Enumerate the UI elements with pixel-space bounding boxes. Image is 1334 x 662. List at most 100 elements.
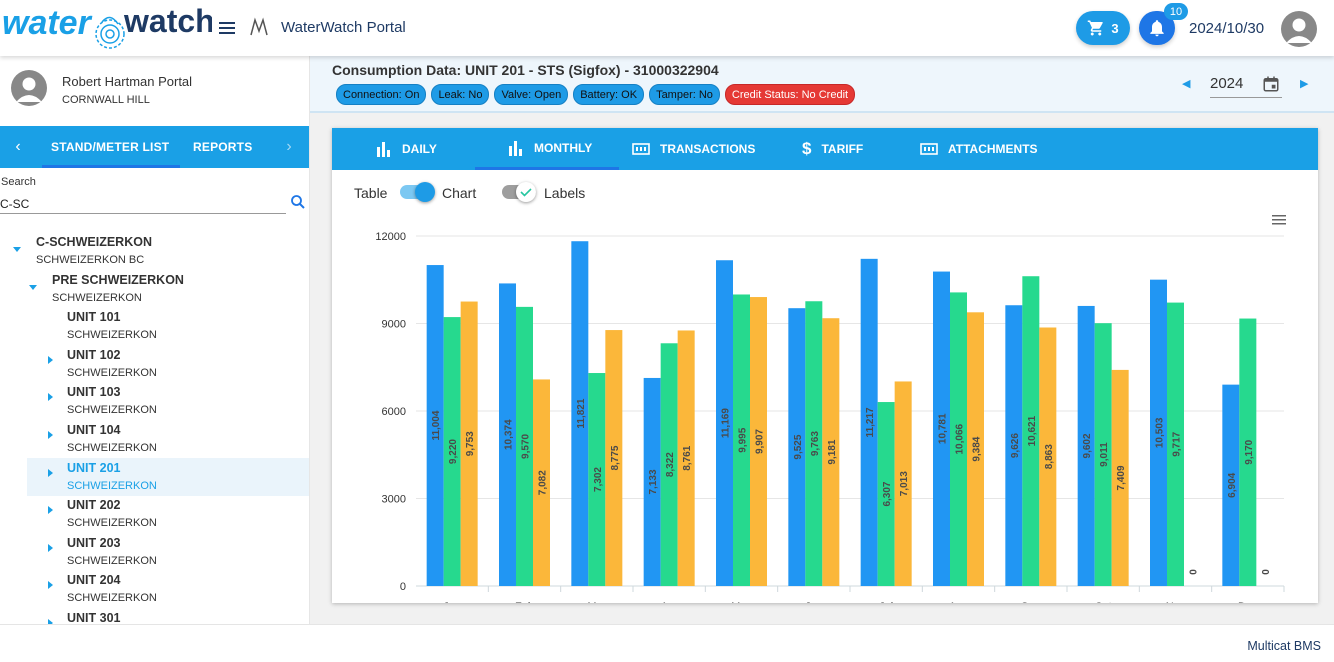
tree-node-title: UNIT 203 [67, 535, 121, 550]
data-label: 9,995 [738, 427, 749, 452]
tab-transactions[interactable]: TRANSACTIONS [632, 128, 755, 170]
bar-chart-icon [377, 142, 390, 157]
tab-daily[interactable]: DAILY [376, 128, 437, 170]
caret-right-icon[interactable] [45, 580, 55, 590]
tab-attachments[interactable]: ATTACHMENTS [920, 128, 1038, 170]
switch-knob [516, 182, 536, 202]
bar-2023-Oct [1094, 323, 1112, 586]
chart-label: Chart [442, 185, 477, 201]
caret-right-icon[interactable] [45, 505, 55, 515]
bar-2022-Oct [1077, 305, 1095, 586]
consumption-bar-chart: 0 3000 6000 9000 12000 11,004 9,220 9,753 Jan 10,… [375, 231, 1285, 603]
caret-right-icon[interactable] [45, 543, 55, 553]
calendar-icon[interactable] [1262, 75, 1280, 93]
bar-2024-Jun [822, 318, 840, 586]
tree-node[interactable]: UNIT 104 SCHWEIZERKON [27, 420, 309, 458]
caret-right-icon[interactable] [45, 392, 55, 402]
data-label: 10,066 [955, 423, 966, 454]
year-picker[interactable]: 2024 [1210, 72, 1282, 98]
data-label: 11,821 [576, 398, 587, 428]
tree-node-title: UNIT 103 [67, 385, 121, 400]
tabs-next-arrow-icon[interactable]: › [286, 138, 292, 155]
bar-2022-Apr [643, 377, 661, 586]
bar-2024-Sep [1039, 327, 1057, 586]
tree-node[interactable]: PRE SCHWEIZERKON SCHWEIZERKON [0, 270, 309, 308]
caret-right-icon[interactable] [45, 468, 55, 478]
caret-right-icon[interactable] [45, 430, 55, 440]
bar-2022-Feb [499, 283, 516, 586]
table-chart-switch[interactable] [400, 182, 435, 202]
bar-2023-Dec [1239, 318, 1257, 586]
data-label: 10,503 [1155, 417, 1166, 448]
tree-node[interactable]: UNIT 103 SCHWEIZERKON [27, 382, 309, 420]
active-tab-indicator [42, 165, 180, 168]
chart-card: DAILY MONTHLY TRANSACTIONS $ TARIFF ATTA… [332, 128, 1318, 603]
tab-reports[interactable]: REPORTS [193, 140, 253, 154]
waterwatch-logo[interactable]: water watch [2, 2, 212, 54]
caret-right-icon[interactable] [45, 618, 55, 624]
bar-2024-Apr [677, 330, 695, 586]
bell-icon [1150, 20, 1164, 37]
caret-down-icon[interactable] [28, 282, 38, 292]
tree-node[interactable]: UNIT 202 SCHWEIZERKON [27, 495, 309, 533]
data-label: 7,302 [593, 467, 604, 492]
tree-node-title: UNIT 102 [67, 347, 121, 362]
bar-2022-Aug [933, 271, 950, 586]
tree-node-subtitle: SCHWEIZERKON [67, 479, 157, 492]
tree-node[interactable]: C-SCHWEIZERKON SCHWEIZERKON BC [0, 232, 309, 270]
data-label: 7,013 [899, 471, 910, 496]
bar-2024-Oct [1111, 369, 1129, 586]
tree-node-title: C-SCHWEIZERKON [36, 235, 152, 249]
tabs-prev-arrow-icon[interactable]: ‹ [15, 138, 21, 155]
tree-node[interactable]: UNIT 301 [27, 608, 309, 624]
year-prev-icon[interactable]: ◀ [1182, 78, 1191, 90]
account-avatar[interactable] [1281, 11, 1317, 47]
tree-node[interactable]: UNIT 201 SCHWEIZERKON [27, 457, 309, 496]
x-tick-label: Mar [587, 601, 606, 603]
tree-node[interactable]: UNIT 101 SCHWEIZERKON [27, 307, 309, 345]
data-label: 11,169 [721, 408, 732, 438]
caret-down-icon[interactable] [12, 244, 22, 254]
tree-node-subtitle: SCHWEIZERKON [67, 366, 157, 379]
data-label: 11,217 [865, 407, 876, 437]
data-label: 8,322 [665, 452, 676, 477]
chart-menu-icon[interactable] [1272, 214, 1286, 226]
tree-node[interactable]: UNIT 102 SCHWEIZERKON [27, 345, 309, 383]
tree-node-subtitle: SCHWEIZERKON [67, 554, 157, 567]
y-tick-label: 0 [400, 581, 406, 593]
attachment-icon [920, 143, 938, 155]
hamburger-menu-icon[interactable] [217, 18, 237, 38]
data-label: 8,761 [682, 445, 693, 470]
data-label: 9,602 [1082, 433, 1093, 458]
x-tick-label: Apr [661, 601, 678, 603]
x-tick-label: Jul [879, 601, 893, 603]
data-label: 9,384 [972, 436, 983, 461]
view-toggles: Table Chart Labels [354, 182, 754, 206]
caret-right-icon[interactable] [45, 355, 55, 365]
tree-node-subtitle: SCHWEIZERKON [67, 404, 157, 417]
search-icon[interactable] [289, 193, 307, 211]
user-avatar [11, 70, 47, 106]
tab-tariff[interactable]: $ TARIFF [802, 128, 863, 170]
tree-node[interactable]: UNIT 204 SCHWEIZERKON [27, 570, 309, 608]
data-label: 9,011 [1099, 442, 1110, 467]
chart-tabs-bar: DAILY MONTHLY TRANSACTIONS $ TARIFF ATTA… [332, 128, 1318, 170]
search-input[interactable] [0, 194, 286, 214]
y-tick-label: 9000 [382, 319, 406, 331]
tree-node[interactable]: UNIT 203 SCHWEIZERKON [27, 533, 309, 571]
user-icon [16, 77, 42, 102]
tab-monthly[interactable]: MONTHLY [475, 128, 619, 170]
cart-button[interactable]: 3 [1076, 11, 1130, 45]
data-label: 9,181 [827, 439, 838, 464]
tab-tariff-label: TARIFF [821, 142, 864, 156]
bar-2024-Aug [967, 312, 984, 586]
year-next-icon[interactable]: ▶ [1300, 78, 1309, 90]
tree-node-subtitle: SCHWEIZERKON [67, 517, 157, 530]
tree-node-subtitle: SCHWEIZERKON [67, 592, 157, 605]
tab-stand-meter-list[interactable]: STAND/METER LIST [51, 140, 170, 154]
data-label: 9,525 [793, 434, 804, 459]
labels-switch[interactable] [502, 182, 536, 202]
consumption-title: Consumption Data: UNIT 201 - STS (Sigfox… [332, 62, 719, 78]
cart-count: 3 [1111, 20, 1119, 36]
data-label: 9,763 [810, 431, 821, 456]
